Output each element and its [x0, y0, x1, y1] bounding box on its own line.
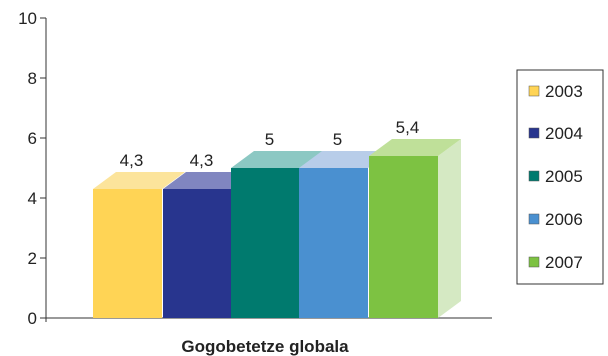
y-tick-label-8: 8: [28, 69, 37, 88]
legend-label-2005: 2005: [545, 167, 583, 186]
legend-label-2007: 2007: [545, 253, 583, 272]
bar-top-2007: [369, 139, 461, 156]
data-label-2007: 5,4: [396, 118, 420, 137]
y-tick-label-2: 2: [28, 249, 37, 268]
x-axis-label: Gogobetetze globala: [181, 337, 349, 356]
y-tick-label-6: 6: [28, 129, 37, 148]
bar-2003: [93, 189, 162, 318]
y-tick-label-10: 10: [18, 9, 37, 28]
bar-top-2003: [93, 172, 185, 189]
bar-top-2006: [299, 151, 391, 168]
bar-2006: [299, 168, 368, 318]
legend-label-2003: 2003: [545, 82, 583, 101]
legend: 2003 2004 2005 2006 2007: [516, 69, 604, 285]
bar-top-2005: [231, 151, 323, 168]
bar-layer: [93, 139, 461, 318]
legend-swatch-2005: [528, 170, 540, 182]
bar-2004: [163, 189, 232, 318]
data-label-2004: 4,3: [190, 151, 214, 170]
label-layer: 4,3 4,3 5 5 5,4: [120, 118, 420, 170]
bar-2005: [231, 168, 300, 318]
legend-swatch-2006: [528, 213, 540, 225]
legend-label-2004: 2004: [545, 124, 583, 143]
bar-side-2007: [438, 139, 461, 318]
legend-swatch-2007: [528, 256, 540, 268]
y-tick-label-4: 4: [28, 189, 37, 208]
data-label-2006: 5: [333, 130, 342, 149]
legend-swatch-2004: [528, 127, 540, 139]
legend-label-2006: 2006: [545, 210, 583, 229]
data-label-2005: 5: [265, 130, 274, 149]
data-label-2003: 4,3: [120, 151, 144, 170]
legend-swatch-2003: [528, 85, 540, 97]
y-tick-label-0: 0: [28, 309, 37, 328]
bar-2007: [369, 156, 438, 318]
